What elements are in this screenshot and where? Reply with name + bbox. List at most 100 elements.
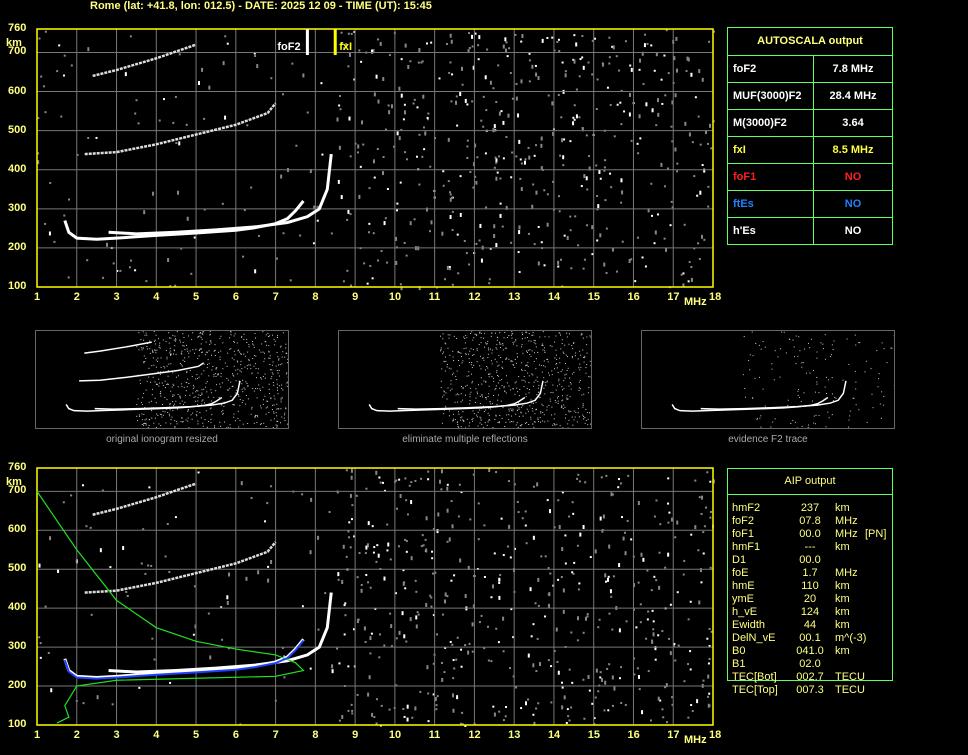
noise-dot	[476, 361, 478, 363]
noise-dot	[450, 579, 453, 582]
noise-dot	[604, 573, 607, 578]
noise-dot	[194, 624, 197, 629]
noise-dot	[320, 82, 323, 85]
noise-dot	[209, 334, 211, 336]
noise-dot	[187, 409, 189, 411]
noise-dot	[655, 499, 658, 502]
noise-dot	[316, 219, 319, 222]
noise-dot	[485, 343, 487, 345]
noise-dot	[139, 379, 141, 381]
noise-dot	[630, 139, 633, 142]
noise-dot	[405, 540, 408, 543]
noise-dot	[800, 400, 802, 402]
x-tick-label: 10	[388, 291, 402, 303]
noise-dot	[647, 208, 650, 213]
noise-dot	[337, 179, 340, 184]
noise-dot	[229, 427, 231, 428]
noise-dot	[449, 215, 452, 220]
noise-dot	[603, 166, 606, 169]
noise-dot	[581, 127, 584, 132]
x-tick-label: 9	[352, 729, 359, 741]
fxI-label: fxI	[339, 41, 353, 53]
noise-dot	[265, 413, 267, 415]
noise-dot	[253, 52, 256, 55]
noise-dot	[175, 339, 177, 341]
noise-dot	[558, 524, 561, 529]
noise-dot	[444, 370, 446, 372]
noise-dot	[604, 580, 607, 583]
noise-dot	[259, 388, 261, 390]
noise-dot	[470, 333, 472, 335]
noise-dot	[162, 339, 164, 341]
noise-dot	[596, 239, 599, 242]
noise-dot	[568, 515, 571, 518]
noise-dot	[566, 397, 568, 399]
noise-dot	[398, 630, 401, 635]
noise-dot	[472, 349, 474, 351]
noise-dot	[568, 385, 570, 387]
noise-dot	[547, 420, 549, 422]
noise-dot	[488, 282, 491, 285]
noise-dot	[617, 486, 620, 489]
noise-dot	[245, 381, 247, 383]
noise-dot	[446, 508, 449, 513]
noise-dot	[555, 354, 557, 356]
noise-dot	[356, 693, 359, 696]
noise-dot	[576, 477, 579, 480]
noise-dot	[770, 426, 772, 428]
noise-dot	[144, 361, 146, 363]
noise-dot	[573, 342, 575, 344]
noise-dot	[280, 422, 282, 424]
noise-dot	[644, 33, 647, 36]
noise-dot	[462, 399, 464, 401]
noise-dot	[544, 336, 546, 338]
noise-dot	[663, 54, 666, 57]
noise-dot	[181, 350, 183, 352]
noise-dot	[151, 410, 153, 412]
noise-dot	[674, 659, 677, 662]
noise-dot	[498, 364, 500, 366]
noise-dot	[479, 355, 481, 357]
noise-dot	[815, 414, 817, 416]
noise-dot	[797, 355, 799, 357]
noise-dot	[459, 722, 462, 725]
noise-dot	[479, 416, 481, 418]
noise-dot	[272, 361, 274, 363]
noise-dot	[471, 367, 473, 369]
noise-dot	[682, 272, 685, 275]
noise-dot	[475, 242, 478, 245]
noise-dot	[425, 548, 428, 553]
y-tick-label: 400	[8, 162, 27, 175]
noise-dot	[540, 241, 543, 244]
noise-dot	[426, 116, 429, 119]
noise-dot	[671, 696, 674, 699]
noise-dot	[495, 332, 497, 334]
noise-dot	[459, 212, 462, 217]
noise-dot	[752, 355, 754, 357]
noise-dot	[467, 650, 470, 655]
noise-dot	[281, 363, 283, 365]
noise-dot	[452, 418, 454, 420]
noise-dot	[301, 605, 304, 608]
x-tick-label: 7	[272, 291, 279, 303]
noise-dot	[568, 419, 570, 421]
noise-dot	[565, 722, 568, 725]
noise-dot	[240, 481, 243, 486]
noise-dot	[214, 349, 216, 351]
noise-dot	[575, 88, 578, 91]
noise-dot	[577, 588, 580, 591]
noise-dot	[818, 415, 820, 417]
noise-dot	[567, 398, 569, 400]
noise-dot	[203, 331, 205, 333]
noise-dot	[566, 369, 568, 371]
noise-dot	[554, 424, 556, 426]
noise-dot	[274, 344, 276, 346]
noise-dot	[514, 33, 517, 36]
noise-dot	[370, 632, 373, 635]
noise-dot	[499, 414, 501, 416]
thumbnail-f2-trace	[641, 330, 895, 429]
noise-dot	[141, 419, 143, 421]
noise-dot	[240, 353, 242, 355]
noise-dot	[564, 374, 566, 376]
noise-dot	[449, 61, 452, 64]
